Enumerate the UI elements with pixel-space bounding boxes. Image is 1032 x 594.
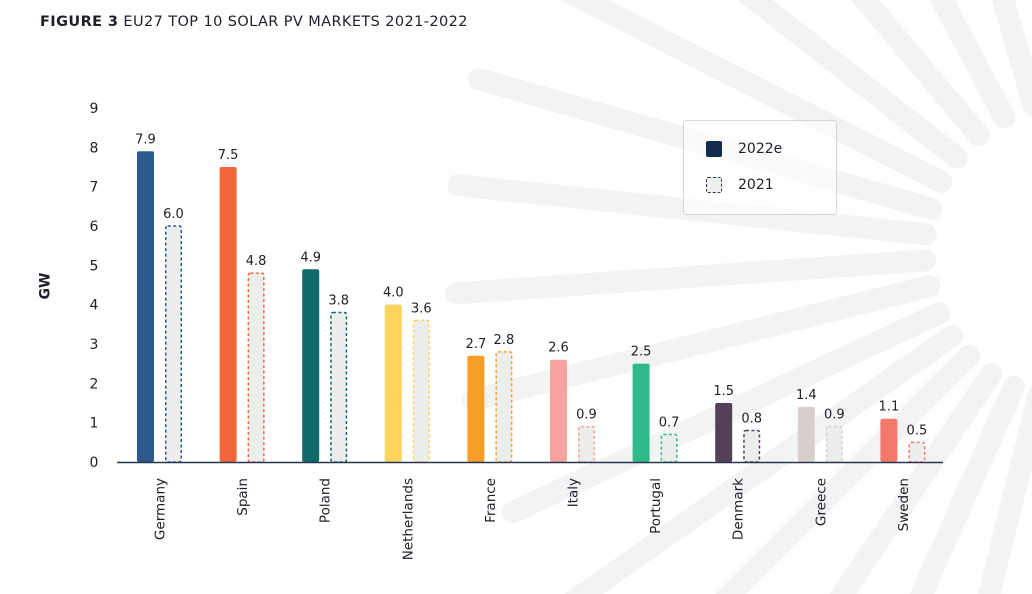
sunburst-ray (977, 386, 1032, 594)
sunburst-ray (929, 0, 1016, 129)
data-label-2022e: 1.5 (713, 384, 734, 399)
sunburst-ray (991, 0, 1032, 117)
x-category-label: Italy (566, 478, 582, 507)
data-label-2021: 3.8 (328, 294, 349, 309)
y-tick-label: 0 (90, 455, 99, 471)
x-category-label: Poland (318, 478, 334, 523)
data-label-2022e: 7.9 (135, 132, 156, 147)
data-label-2021: 4.8 (246, 254, 267, 269)
x-category-label: France (483, 478, 499, 523)
bar-2021-germany (165, 225, 182, 463)
bar-2022e-denmark (715, 403, 733, 462)
figure-number: FIGURE 3 (40, 14, 119, 30)
bar-2022e-france (467, 355, 485, 462)
figure-title: FIGURE 3 EU27 TOP 10 SOLAR PV MARKETS 20… (40, 14, 468, 30)
bar-2021-netherlands (412, 319, 430, 463)
bar-2022e-spain (219, 167, 237, 462)
data-label-2022e: 2.7 (466, 337, 487, 352)
y-tick-label: 8 (90, 140, 99, 156)
data-label-2021: 0.5 (907, 423, 928, 438)
sunburst-ray (445, 249, 937, 305)
data-label-2022e: 2.5 (631, 345, 652, 360)
y-tick-label: 4 (90, 298, 99, 314)
figure-caption: EU27 TOP 10 SOLAR PV MARKETS 2021-2022 (118, 14, 468, 30)
bar-2021-greece (825, 425, 843, 463)
x-category-label: Greece (813, 478, 829, 526)
data-label-2021: 3.6 (411, 301, 432, 316)
bar-2021-portugal (660, 433, 678, 463)
bar-2021-poland (330, 311, 348, 463)
sunburst-ray (715, 345, 980, 594)
data-label-2021: 0.8 (741, 412, 762, 427)
bar-2022e-italy (550, 359, 567, 462)
data-label-2021: 0.9 (824, 408, 845, 423)
bar-2021-sweden (908, 441, 926, 463)
data-label-2022e: 7.5 (218, 148, 239, 163)
y-tick-label: 5 (90, 258, 99, 274)
sunburst-ray (560, 0, 953, 193)
y-tick-label: 2 (90, 376, 99, 392)
y-tick-label: 9 (90, 101, 99, 117)
legend-item-2021: 2021 (706, 177, 774, 193)
sunburst-ray (737, 0, 968, 169)
data-label-2021: 2.8 (494, 333, 515, 348)
y-axis-label: GW (37, 272, 54, 300)
sunburst-ray (909, 376, 1025, 594)
bar-2022e-germany (137, 151, 154, 462)
legend-label: 2022e (738, 141, 783, 157)
bar-2021-spain (247, 272, 265, 463)
x-category-label: Netherlands (400, 478, 416, 560)
sunburst-ray (564, 325, 964, 594)
data-label-2021: 0.7 (659, 415, 680, 430)
data-label-2021: 0.9 (576, 408, 597, 423)
bar-2022e-portugal (632, 363, 650, 462)
data-label-2022e: 4.0 (383, 286, 404, 301)
data-label-2022e: 4.9 (300, 250, 321, 265)
chart-legend: 2022e 2021 (683, 120, 837, 215)
bar-2021-italy (578, 425, 595, 463)
bar-2022e-greece (797, 406, 815, 462)
bar-2022e-poland (302, 269, 320, 462)
bar-2021-france (495, 351, 513, 463)
x-category-label: Spain (235, 478, 251, 516)
x-category-label: Denmark (731, 478, 747, 540)
legend-swatch-solid-icon (706, 141, 722, 157)
sunburst-ray (829, 363, 1003, 594)
x-category-label: Germany (153, 478, 169, 540)
x-category-label: Sweden (896, 478, 912, 531)
x-category-label: Portugal (648, 478, 664, 534)
data-label-2021: 6.0 (163, 207, 184, 222)
legend-item-2022e: 2022e (706, 141, 782, 157)
data-label-2022e: 1.4 (796, 388, 817, 403)
sunburst-ray (462, 275, 941, 411)
y-tick-label: 7 (90, 180, 99, 196)
legend-swatch-dashed-icon (706, 177, 722, 193)
bar-2022e-netherlands (384, 304, 402, 462)
legend-label: 2021 (738, 177, 774, 193)
data-label-2022e: 1.1 (879, 400, 900, 415)
y-tick-label: 1 (90, 416, 99, 432)
data-label-2022e: 2.6 (548, 341, 569, 356)
bar-2021-denmark (743, 429, 761, 463)
sunburst-ray (850, 0, 990, 147)
bar-2022e-sweden (880, 418, 898, 462)
y-tick-label: 6 (90, 219, 99, 235)
y-tick-label: 3 (90, 337, 99, 353)
